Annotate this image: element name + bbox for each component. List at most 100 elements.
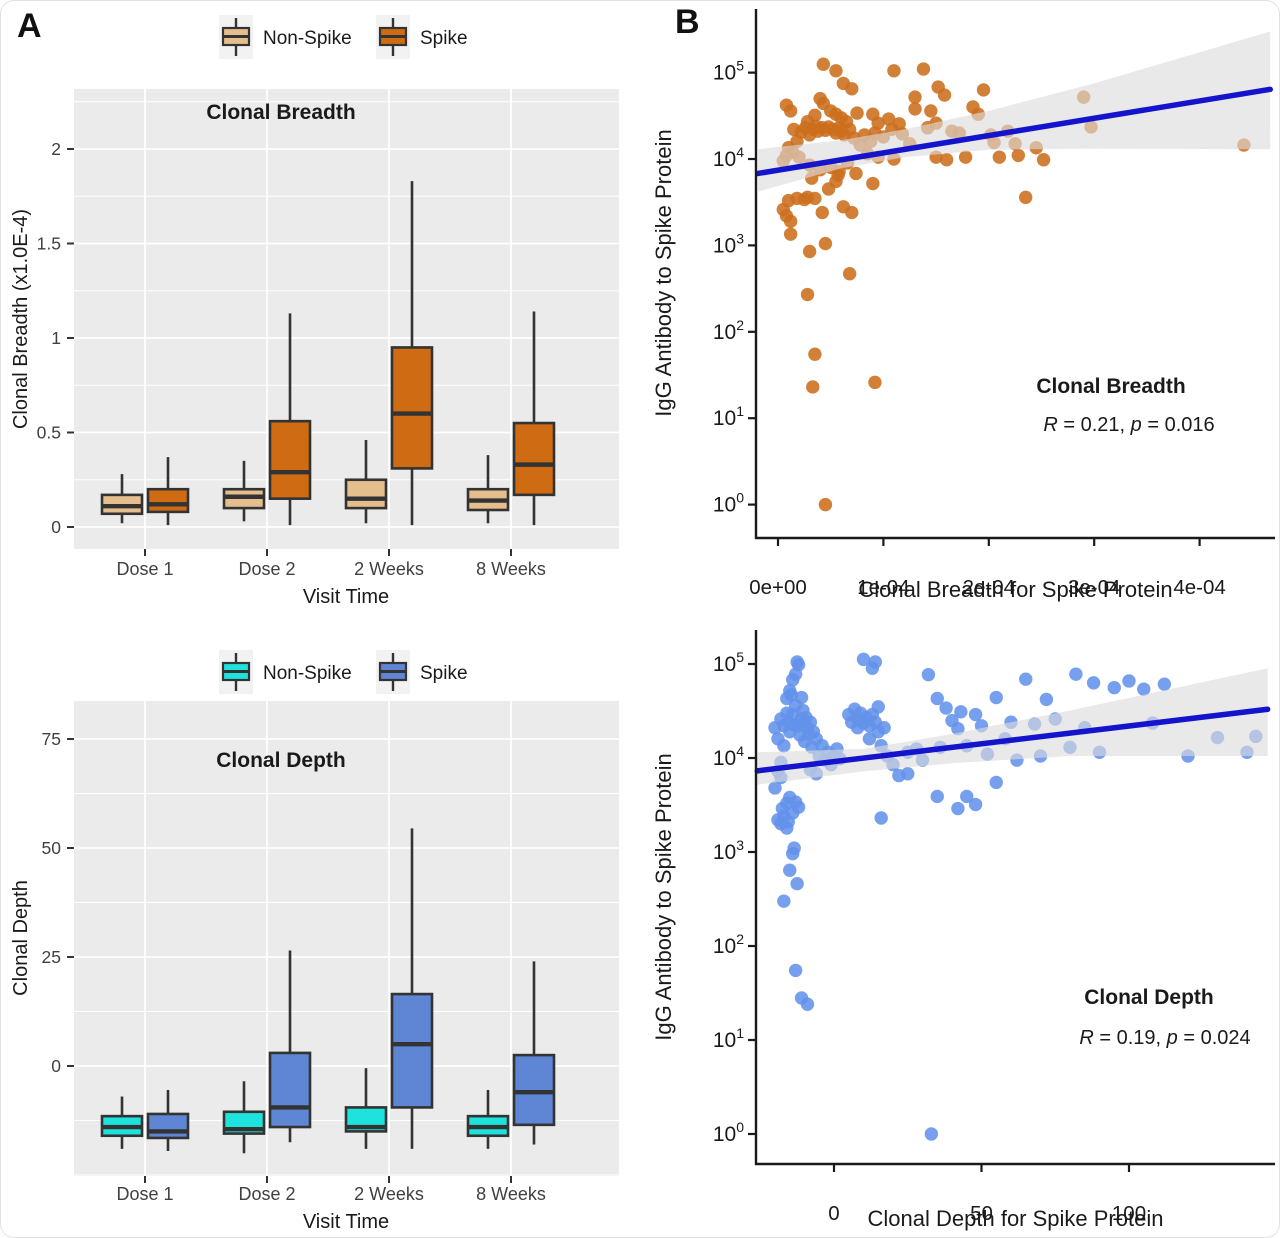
- boxplot-dose2-non-spike: [222, 1081, 266, 1154]
- data-point: [806, 380, 820, 394]
- x-tick-label: 100: [1112, 1202, 1146, 1225]
- data-point: [856, 652, 871, 667]
- data-point: [783, 227, 798, 241]
- y-tick-label: 25: [42, 947, 61, 967]
- y-axis-title: Clonal Depth: [10, 880, 32, 996]
- clonal-breadth-scatter-chart: 100 101 102 103 104 105 0e+00 1e-04 2e-04 3e-04 4e…: [651, 9, 1275, 602]
- boxplot-dose1-non-spike: [100, 474, 144, 524]
- annotation-title: Clonal Breadth: [1036, 375, 1185, 398]
- data-point: [1157, 677, 1172, 691]
- boxplot-8weeks-spike: [512, 311, 556, 526]
- data-point: [887, 64, 901, 78]
- x-tick-label: 2e-04: [963, 576, 1015, 599]
- data-point: [850, 106, 864, 120]
- data-point: [787, 841, 801, 855]
- data-point: [808, 191, 822, 206]
- data-point: [783, 104, 798, 118]
- data-point: [794, 690, 809, 705]
- legend-label: Non-Spike: [263, 663, 352, 684]
- x-tick-label: 4e-04: [1173, 576, 1225, 599]
- chart-title: Clonal Breadth: [206, 101, 355, 124]
- y-tick-label: 104: [713, 743, 744, 770]
- data-point: [788, 963, 803, 978]
- data-point: [829, 64, 843, 78]
- y-tick-label: 100: [713, 490, 744, 517]
- data-point: [866, 176, 880, 191]
- boxplot-dose2-spike: [268, 950, 312, 1143]
- y-tick-label: 0.5: [37, 423, 61, 443]
- data-point: [808, 347, 822, 361]
- data-point: [881, 112, 896, 126]
- data-point: [791, 658, 806, 672]
- data-point: [800, 997, 815, 1011]
- data-point: [1069, 667, 1083, 681]
- legend: Non-Spike Spike: [219, 15, 468, 59]
- y-tick-label: 50: [42, 838, 62, 858]
- data-point: [877, 721, 891, 735]
- y-tick-label: 101: [713, 1025, 744, 1052]
- boxplot-2weeks-spike: [390, 181, 434, 526]
- x-axis-title: Visit Time: [303, 1211, 389, 1233]
- x-tick-label: Dose 2: [238, 559, 295, 579]
- data-point: [768, 781, 782, 795]
- y-tick-label: 0: [51, 517, 61, 537]
- data-point: [815, 205, 829, 220]
- boxplot-dose2-spike: [268, 313, 312, 526]
- data-point: [868, 375, 882, 390]
- data-point: [790, 877, 804, 891]
- confidence-band: [757, 668, 1268, 785]
- regression-line: [755, 86, 1273, 177]
- data-point: [937, 88, 952, 102]
- y-axis-title: IgG Antibody to Spike Protein: [651, 753, 676, 1040]
- data-point: [924, 1127, 939, 1141]
- data-point: [930, 691, 944, 706]
- data-point: [954, 705, 968, 719]
- boxplot-dose1-non-spike: [100, 1096, 144, 1149]
- data-point: [783, 214, 798, 229]
- y-tick-label: 0: [51, 1056, 61, 1076]
- legend: Non-Spike Spike: [219, 650, 468, 694]
- data-point: [930, 789, 944, 804]
- data-point: [989, 690, 1003, 705]
- chart-title: Clonal Depth: [216, 749, 346, 772]
- data-point: [951, 721, 965, 736]
- data-point: [989, 775, 1003, 790]
- y-tick-label: 1.5: [37, 234, 61, 254]
- data-point: [976, 83, 991, 97]
- axis-ticks: 0 25 50 75 Dose 1 Dose 2 2 Weeks 8 Weeks: [42, 729, 546, 1204]
- panel-b-label: B: [675, 3, 700, 41]
- x-tick-label: 0: [828, 1202, 839, 1225]
- data-point: [951, 801, 965, 816]
- data-point: [818, 497, 833, 512]
- legend-item-non-spike: Non-Spike: [219, 650, 352, 694]
- data-point: [1107, 680, 1121, 695]
- data-point: [791, 800, 806, 814]
- data-point: [1018, 190, 1033, 205]
- boxplot-dose1-spike: [146, 1089, 190, 1152]
- clonal-depth-boxplot-chart: 0 25 50 75 Dose 1 Dose 2 2 Weeks 8 Weeks Clonal …: [10, 650, 619, 1233]
- data-point: [939, 701, 953, 715]
- data-point: [777, 894, 791, 908]
- data-point: [816, 57, 831, 71]
- boxplot-2weeks-spike: [390, 828, 434, 1149]
- data-point: [916, 62, 931, 76]
- data-point: [831, 168, 845, 182]
- data-point: [992, 150, 1007, 164]
- y-tick-label: 1: [51, 328, 61, 348]
- boxplot-8weeks-non-spike: [466, 1089, 510, 1149]
- data-point: [802, 244, 817, 259]
- x-tick-label: 1e-04: [857, 576, 909, 599]
- data-point: [1036, 153, 1051, 167]
- data-point: [845, 205, 859, 220]
- data-point: [924, 104, 938, 118]
- regression-line: [754, 706, 1271, 774]
- axes: 100 101 102 103 104 105 0e+00 1e-04 2e-04 3e-04 4e…: [713, 9, 1275, 599]
- data-point: [777, 739, 791, 753]
- boxplots: [100, 828, 556, 1154]
- y-tick-label: 105: [713, 58, 744, 85]
- y-tick-label: 105: [713, 649, 744, 676]
- data-point: [939, 153, 954, 167]
- boxplot-2weeks-non-spike: [344, 1068, 388, 1149]
- data-point: [968, 797, 983, 812]
